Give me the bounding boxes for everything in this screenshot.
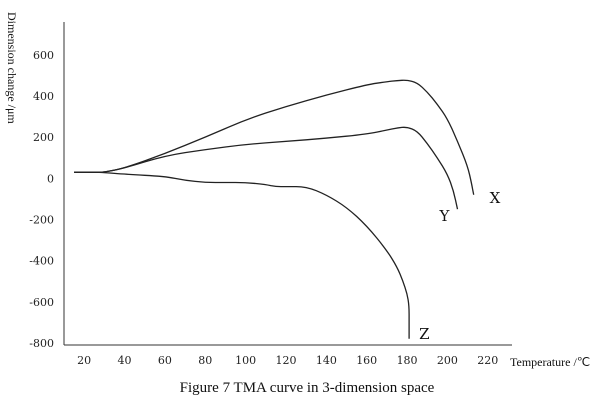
series-label-y: Y [439,207,451,225]
y-tick-label: 200 [33,131,54,144]
x-tick-label: 160 [356,354,377,367]
y-tick-label: 0 [47,172,54,185]
x-tick-label: 220 [477,354,498,367]
x-tick-labels: 20 40 60 80 100 120 140 160 180 200 220 [77,354,498,367]
series-line-x [74,79,475,195]
y-tick-label: -200 [29,214,54,227]
series-line-z [74,171,410,339]
y-tick-label: 600 [33,49,54,62]
x-tick-label: 20 [77,354,91,367]
y-tick-labels: 600 400 200 0 -200 -400 -600 -800 [29,49,54,350]
x-tick-label: 180 [397,354,418,367]
series-lines [74,79,475,339]
x-tick-label: 40 [118,354,132,367]
x-tick-label: 140 [316,354,337,367]
y-tick-label: 400 [33,90,54,103]
x-tick-label: 60 [158,354,172,367]
series-labels: X Y Z [419,189,501,343]
series-line-y [74,126,459,210]
y-tick-label: -800 [29,337,54,350]
figure-caption: Figure 7 TMA curve in 3-dimension space [179,380,435,396]
x-tick-label: 100 [235,354,256,367]
y-tick-label: -400 [29,255,54,268]
series-label-z: Z [419,325,429,343]
y-tick-label: -600 [29,296,54,309]
x-tick-label: 80 [198,354,212,367]
series-label-x: X [490,189,501,207]
axes [63,22,512,346]
y-axis-label: Dimension change /μm [5,12,19,124]
x-tick-label: 200 [437,354,458,367]
x-axis-label: Temperature /℃ [510,355,590,369]
x-tick-label: 120 [275,354,296,367]
